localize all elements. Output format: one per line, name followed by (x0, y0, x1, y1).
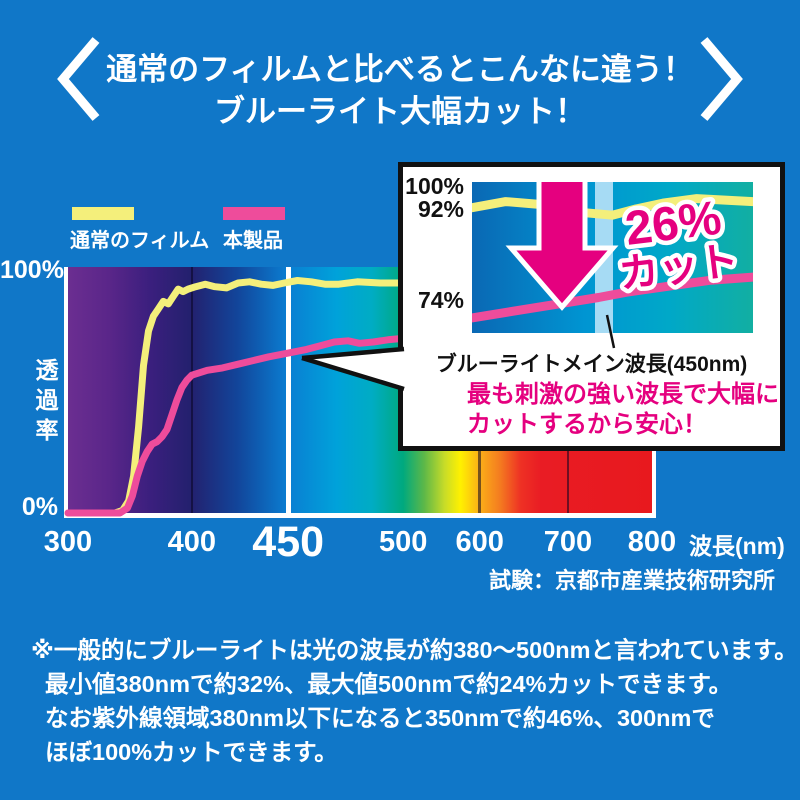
header-title-line1: 通常のフィルムと比べるとこんなに違う！ (106, 52, 694, 87)
x-tick-500: 500 (379, 526, 428, 558)
x-tick-450: 450 (252, 518, 325, 566)
footnote-line1: ※一般的にブルーライトは光の波長が約380〜500nmと言われています。 (31, 637, 798, 663)
x-tick-800: 800 (627, 526, 677, 558)
left-angle-bracket-icon (57, 37, 100, 121)
callout-box: 100% 92% 74% 26% カット ブルーライトメイン波長(450nm) … (398, 162, 785, 451)
cut-percentage-badge: 26% カット (612, 187, 745, 301)
legend-swatch-product (223, 207, 285, 220)
x-tick-600: 600 (455, 526, 504, 558)
footnote-line3: なお紫外線領域380nm以下になると350nmで約46%、300nmで (45, 705, 715, 731)
safety-note-line1: 最も刺激の強い波長で大幅に (467, 381, 779, 408)
wavelength-450-line (285, 267, 291, 513)
inset-curves (472, 194, 753, 323)
footnote-line4: ほぼ100%カットできます。 (45, 739, 338, 765)
y-axis-title: 透過率 (32, 358, 58, 448)
x-axis-ticks: 300 400 450 500 600 700 800 (44, 518, 676, 570)
x-tick-700: 700 (543, 526, 593, 558)
x-axis-unit-label: 波長(nm) (689, 533, 785, 559)
divider-line-400 (190, 267, 194, 513)
header-title-line2: ブルーライト大幅カット！ (214, 94, 586, 129)
inset-label-74: 74% (417, 287, 464, 313)
inset-label-92: 92% (417, 196, 464, 222)
footnote-line2: 最小値380nmで約32%、最大値500nmで約24%カットできます。 (45, 671, 733, 697)
inset-label-100: 100% (405, 173, 464, 199)
wavelength-note: ブルーライトメイン波長(450nm) (435, 353, 748, 376)
source-note: 試験：京都市産業技術研究所 (488, 568, 775, 593)
curve-product (64, 334, 407, 517)
right-angle-bracket-icon (700, 37, 743, 121)
inset-curve-normal-film (472, 194, 753, 220)
curve-normal-film (64, 277, 407, 517)
y-axis-label-100: 100% (0, 256, 64, 284)
x-tick-300: 300 (43, 526, 93, 558)
pointer-line (605, 314, 616, 349)
safety-note-line2: カットするから安心！ (467, 411, 707, 438)
legend-label-normal-film: 通常のフィルム (70, 230, 210, 252)
transmission-curves (64, 277, 407, 517)
callout-tail (301, 346, 408, 392)
x-tick-400: 400 (167, 526, 216, 558)
inset-mini-chart (472, 182, 753, 333)
legend-label-product: 本製品 (223, 230, 283, 252)
inset-curve-product (472, 272, 753, 323)
cut-arrow-icon (505, 182, 619, 311)
y-axis-label-0: 0% (21, 493, 58, 521)
legend-swatch-normal-film (72, 207, 134, 220)
